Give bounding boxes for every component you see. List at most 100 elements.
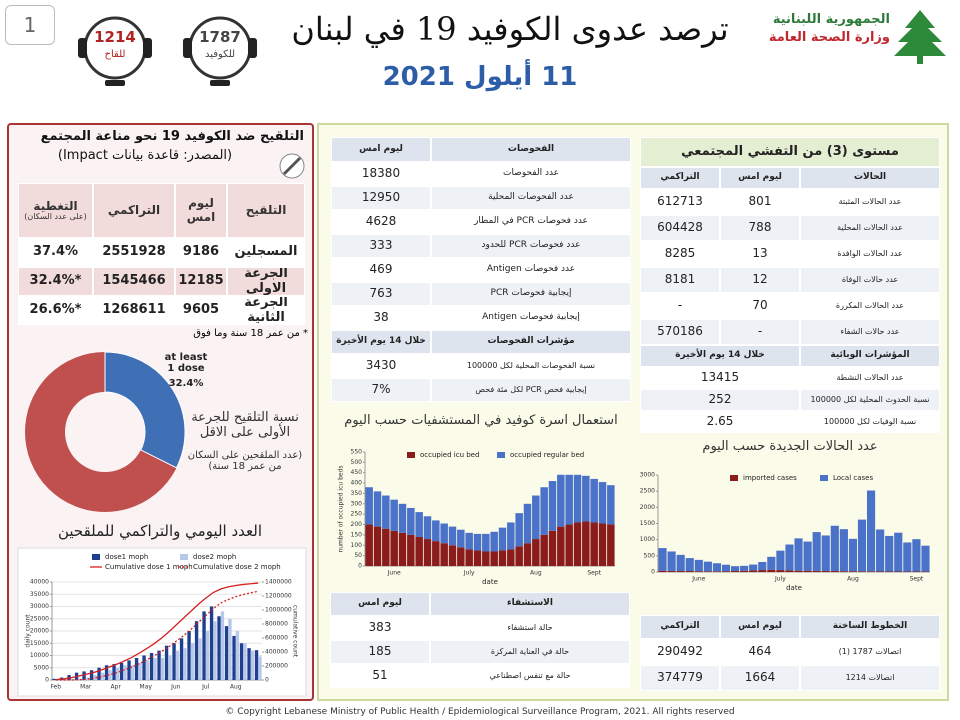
- bar: [232, 635, 236, 680]
- table-cell: -: [720, 319, 800, 345]
- footer: © Copyright Lebanese Ministry of Public …: [225, 707, 735, 717]
- x-tick-label: June: [691, 576, 705, 583]
- y-tick-label: 300: [351, 500, 363, 507]
- table-header: التراكمي: [640, 615, 720, 639]
- bar: [785, 570, 794, 572]
- bar: [138, 662, 142, 680]
- bar: [903, 542, 912, 572]
- table-cell: -: [640, 293, 720, 319]
- cell-text: مستوى (3) من التفشي المجتمعي: [681, 143, 899, 159]
- bar: [382, 495, 390, 529]
- bar: [164, 645, 169, 680]
- legend-label: Cumulative dose 1 moph: [105, 563, 193, 571]
- cell-text: 604428: [657, 220, 703, 235]
- cell-text: 290492: [657, 644, 703, 659]
- bar: [448, 545, 457, 566]
- cell-text: 464: [748, 644, 772, 659]
- cell-text: اتصالات 1214: [845, 672, 895, 682]
- table-cell: 13: [720, 241, 800, 267]
- bar: [694, 559, 703, 572]
- y2-tick-label: 400000: [265, 649, 288, 656]
- table-cell: 604428: [640, 215, 720, 241]
- cell-text: 763: [369, 286, 393, 301]
- table-cell: نسبة الوفيات لكل 100000: [800, 411, 940, 433]
- bar: [776, 550, 785, 571]
- table-cell: عدد الحالات الوافدة: [800, 241, 940, 267]
- bar: [573, 522, 582, 566]
- bar: [202, 611, 206, 680]
- hotline-icon: [83, 16, 252, 80]
- bar: [415, 512, 423, 537]
- table-cell: 1268611: [93, 296, 175, 325]
- cell-text: 2.65: [706, 414, 734, 429]
- bar: [821, 571, 830, 572]
- cell-text: خلال 14 يوم الأخيرة: [675, 350, 765, 361]
- bar: [373, 526, 382, 566]
- table-cell: 18380: [331, 162, 431, 186]
- bar: [821, 535, 830, 572]
- bar: [465, 532, 473, 550]
- bar: [415, 536, 423, 566]
- cell-text: ليوم امس: [186, 196, 216, 224]
- legend-label: dose2 moph: [193, 553, 236, 561]
- y-tick-label: 100: [351, 542, 363, 549]
- cell-text: 9186: [182, 244, 220, 260]
- bar: [749, 564, 758, 571]
- page-badge: 1: [5, 5, 55, 45]
- bar: [839, 529, 848, 572]
- chart-title: عدد الحالات الجديدة حسب اليوم: [702, 439, 878, 454]
- legend-label: Local cases: [833, 474, 873, 482]
- y-tick-label: 500: [351, 459, 363, 466]
- table-cell: عدد حالات الوفاة: [800, 267, 940, 293]
- table-cell: 469: [331, 258, 431, 282]
- cell-text: عدد فحوصات PCR للحدود: [481, 240, 581, 251]
- bar: [876, 529, 885, 572]
- y2-tick-label: 200000: [265, 663, 288, 670]
- cell-text: عدد فحوصات Antigen: [486, 264, 576, 275]
- cell-text: ليوم امس: [359, 143, 403, 154]
- cell-text: الحالات: [853, 172, 887, 183]
- bar: [676, 571, 685, 572]
- table-header: ليوم امس: [175, 183, 227, 238]
- cell-text: 12185: [178, 273, 224, 289]
- bar: [423, 539, 432, 566]
- cell-text: عدد الفحوصات المحلية: [488, 192, 574, 203]
- cell-text: إيجابية فحص PCR لكل مئة فحص: [475, 384, 587, 394]
- cell-text: 8285: [664, 246, 696, 261]
- bar: [507, 549, 515, 566]
- cell-text: 2551928: [102, 244, 166, 260]
- cell-text: 185: [368, 644, 392, 659]
- panel-source: (المصدر: قاعدة بيانات Impact): [57, 148, 233, 163]
- bar: [532, 539, 540, 566]
- bar: [190, 643, 195, 680]
- bar: [52, 678, 56, 680]
- bar: [457, 529, 465, 548]
- table-cell: 2551928: [93, 238, 175, 267]
- cell-text: 38: [373, 310, 389, 325]
- table-header: التغطية (على عدد السكان): [18, 183, 93, 238]
- cell-text: 1545466: [102, 273, 166, 289]
- cell-text: عدد الحالات النشطة: [836, 372, 904, 382]
- x-tick-label: Sept: [910, 576, 924, 583]
- bar: [89, 670, 94, 680]
- bar: [473, 533, 482, 551]
- bar: [866, 571, 876, 572]
- cell-text: عدد حالات الوفاة: [841, 274, 899, 284]
- donut-label: at least 1 dose: [164, 352, 208, 374]
- table-cell: 12185: [175, 267, 227, 296]
- table-cell: عدد الحالات النشطة: [800, 367, 940, 389]
- table-header: مؤشرات الفحوصات: [431, 330, 631, 354]
- x-tick-label: Jun: [170, 684, 181, 691]
- bar: [830, 525, 839, 572]
- bar: [694, 571, 703, 572]
- x-tick-label: Jul: [201, 684, 210, 691]
- y2-tick-label: 600000: [265, 635, 288, 642]
- cell-text: إيجابية فحوصات Antigen: [482, 312, 580, 323]
- table-header: ليوم امس: [330, 592, 430, 616]
- ministry-name: وزارة الصحة العامة: [768, 30, 890, 45]
- bar: [407, 534, 415, 566]
- bar: [365, 487, 373, 525]
- bar: [440, 543, 448, 566]
- table-header: التراكمي: [93, 183, 175, 238]
- table-cell: الجرعة الاولى: [227, 267, 305, 296]
